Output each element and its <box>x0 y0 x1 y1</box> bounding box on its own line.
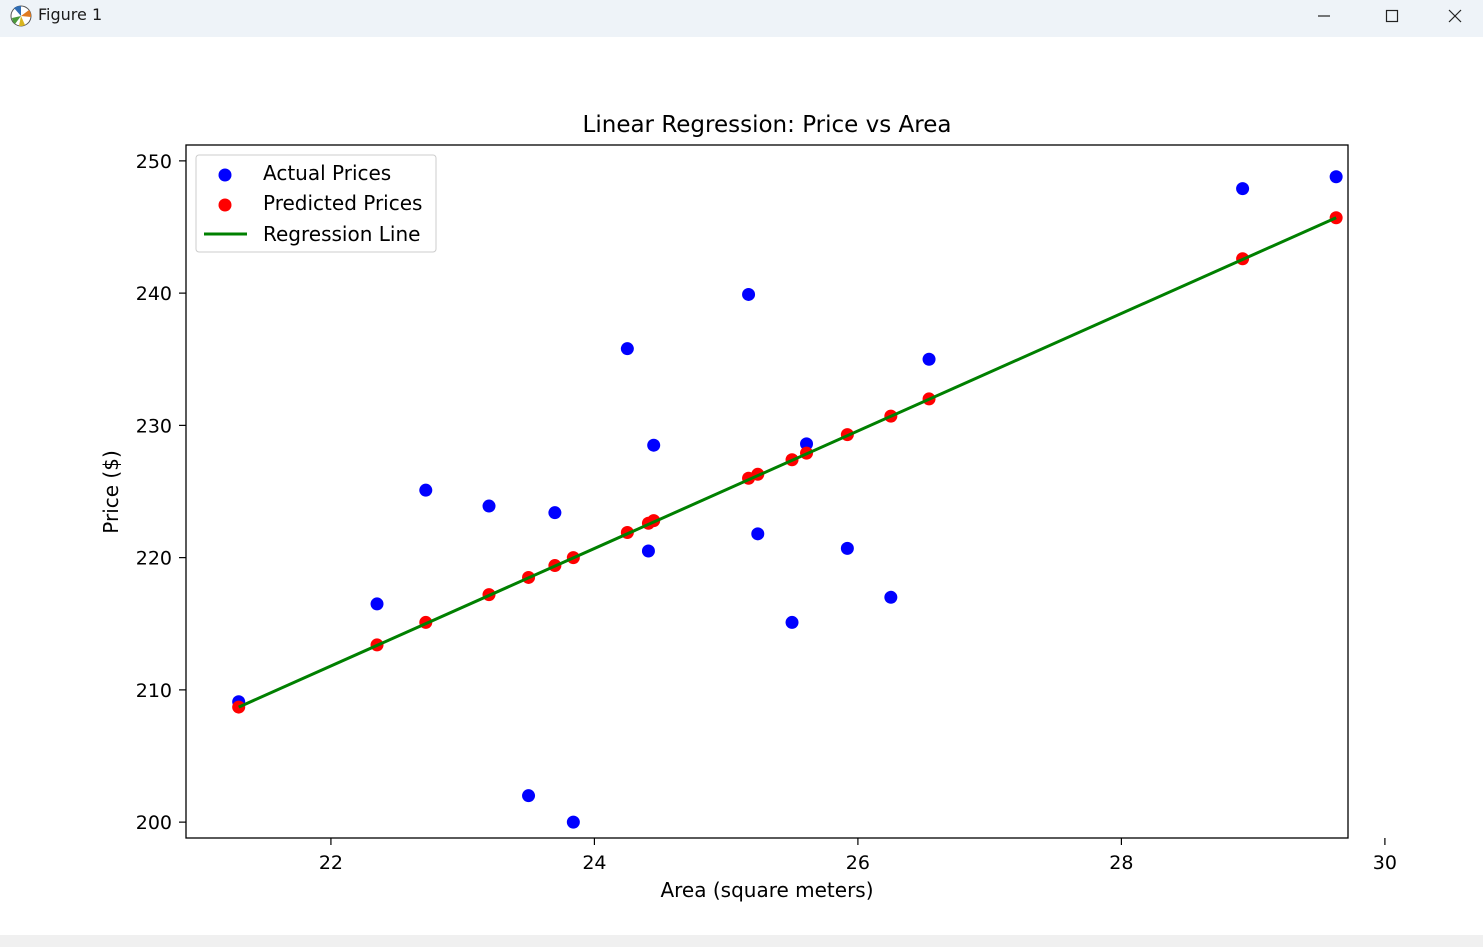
y-axis: 200 210 220 230 240 250 <box>136 151 186 834</box>
actual-price-point <box>566 815 580 829</box>
legend-marker-actual <box>218 168 232 182</box>
matplotlib-icon <box>10 5 32 27</box>
actual-price-point <box>620 342 634 356</box>
actual-price-point <box>522 789 536 803</box>
status-bar <box>0 935 1483 947</box>
legend-label-actual: Actual Prices <box>263 161 391 185</box>
maximize-icon <box>1385 9 1399 23</box>
x-tick-label: 30 <box>1373 852 1397 874</box>
minimize-button[interactable] <box>1290 0 1358 32</box>
x-tick-label: 22 <box>319 852 343 874</box>
actual-price-point <box>884 590 898 604</box>
y-tick-label: 220 <box>136 548 172 570</box>
legend-marker-predicted <box>218 198 232 212</box>
y-tick-label: 200 <box>136 812 172 834</box>
y-axis-label: Price ($) <box>99 450 123 533</box>
axes-frame <box>185 144 1349 839</box>
minimize-icon <box>1318 15 1330 17</box>
actual-price-point <box>840 541 854 555</box>
figure-canvas: Linear Regression: Price vs Area 22 24 26 2… <box>99 112 1397 902</box>
x-tick-label: 24 <box>582 852 606 874</box>
maximize-button[interactable] <box>1358 0 1426 32</box>
actual-price-point <box>641 544 655 558</box>
chart-title: Linear Regression: Price vs Area <box>583 112 952 138</box>
y-tick-label: 240 <box>136 283 172 305</box>
actual-price-point <box>647 438 661 452</box>
regression-line <box>238 216 1337 709</box>
y-tick-label: 210 <box>136 680 172 702</box>
actual-price-point <box>419 483 433 497</box>
legend-label-predicted: Predicted Prices <box>263 191 422 215</box>
actual-price-point <box>785 615 799 629</box>
actual-price-point <box>482 499 496 513</box>
actual-price-point <box>1236 182 1250 196</box>
actual-price-point <box>800 437 814 451</box>
legend: Actual Prices Predicted Prices Regressio… <box>195 154 437 253</box>
actual-price-point <box>548 506 562 520</box>
actual-price-point <box>742 287 756 301</box>
legend-box <box>195 154 437 253</box>
close-button[interactable] <box>1426 0 1483 32</box>
x-axis-label: Area (square meters) <box>660 878 873 902</box>
legend-label-regression: Regression Line <box>263 222 420 246</box>
plot-area <box>232 170 1343 829</box>
window-title: Figure 1 <box>38 5 103 24</box>
x-tick-label: 26 <box>846 852 870 874</box>
title-bar: Figure 1 <box>0 0 1483 37</box>
y-tick-label: 250 <box>136 151 172 173</box>
close-icon <box>1448 9 1461 23</box>
x-axis: 22 24 26 28 30 <box>319 838 1397 874</box>
actual-price-point <box>1329 170 1343 184</box>
actual-price-point <box>370 597 384 611</box>
y-tick-label: 230 <box>136 415 172 437</box>
actual-price-point <box>751 527 765 541</box>
actual-price-point <box>922 352 936 366</box>
x-tick-label: 28 <box>1109 852 1133 874</box>
